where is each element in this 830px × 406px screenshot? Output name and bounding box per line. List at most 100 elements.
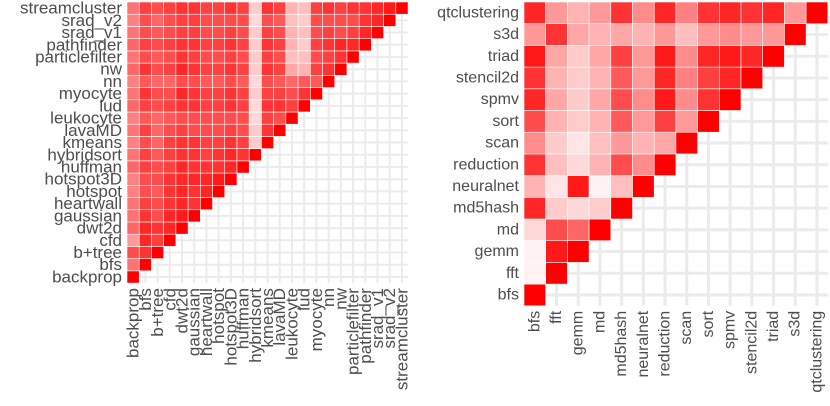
y-tick-label: triad — [488, 48, 519, 65]
y-tick-label: gemm — [475, 243, 519, 260]
x-tick-label: stencil2d — [743, 311, 760, 374]
heatmap-cell — [740, 45, 764, 68]
x-tick-label: srad_v1 — [368, 288, 387, 348]
heatmap-cell — [297, 38, 311, 52]
heatmap-cell — [309, 26, 323, 39]
heatmap-cell — [187, 87, 201, 101]
heatmap-cell — [261, 26, 274, 39]
heatmap-cell — [187, 38, 201, 52]
heatmap-cell — [285, 99, 299, 113]
heatmap-cell — [346, 38, 360, 52]
heatmap-cell — [762, 45, 785, 68]
heatmap-cell — [567, 1, 590, 25]
heatmap-cell — [346, 13, 360, 27]
heatmap-cell — [371, 13, 384, 27]
heatmap-cell — [567, 88, 590, 111]
heatmap-cell — [163, 221, 177, 235]
heatmap-cell — [138, 99, 152, 113]
heatmap-cell — [163, 148, 177, 162]
x-tick-label: pathfinder — [356, 288, 375, 364]
heatmap-cell — [297, 62, 311, 76]
heatmap-cell — [126, 75, 140, 88]
heatmap-left: backpropbfsb+treecfddwt2dgaussianheartwa… — [20, 0, 411, 390]
heatmap-cell — [212, 38, 226, 52]
heatmap-cell — [523, 175, 547, 198]
heatmap-cell — [138, 172, 152, 186]
heatmap-cell — [175, 75, 189, 88]
heatmap-cell — [224, 136, 238, 149]
heatmap-cell — [248, 38, 262, 52]
heatmap-cell — [163, 185, 177, 198]
heatmap-cell — [175, 136, 189, 149]
heatmap-cell — [610, 110, 633, 133]
x-tick-label: dwt2d — [172, 288, 191, 333]
heatmap-cell — [740, 23, 764, 46]
heatmap-cell — [322, 50, 336, 64]
heatmap-cell — [297, 87, 311, 101]
heatmap-cell — [163, 1, 177, 15]
y-tick-label: b+tree — [73, 243, 122, 262]
heatmap-cell — [212, 99, 226, 113]
heatmap-cell — [309, 38, 323, 52]
heatmap-cell — [346, 26, 360, 39]
heatmap-cell — [212, 13, 226, 27]
heatmap-cell — [126, 1, 140, 15]
heatmap-cell — [200, 185, 213, 198]
heatmap-cell — [545, 131, 568, 155]
heatmap-cell — [273, 50, 287, 64]
heatmap-cell — [151, 221, 164, 235]
heatmap-cell — [126, 123, 140, 137]
x-tick-label: leukocyte — [282, 288, 301, 360]
x-tick-label: gemm — [570, 311, 587, 355]
heatmap-cell — [675, 45, 698, 68]
heatmap-cell — [632, 110, 655, 133]
heatmap-cell — [261, 13, 274, 27]
heatmap-cell — [187, 1, 201, 15]
heatmap-right: bfsfftgemmmdmd5hashneuralnetreductionsca… — [437, 1, 829, 393]
heatmap-cell — [523, 88, 547, 111]
heatmap-cell — [567, 66, 590, 90]
heatmap-cell — [224, 26, 238, 39]
heatmap-cell — [151, 87, 164, 101]
heatmap-cell — [248, 50, 262, 64]
heatmap-cell — [718, 23, 742, 46]
heatmap-cell — [273, 123, 287, 137]
heatmap-cell — [224, 13, 238, 27]
x-tick-label: backprop — [124, 288, 143, 358]
heatmap-cell — [762, 23, 785, 46]
heatmap-cell — [697, 45, 720, 68]
heatmap-cell — [371, 26, 384, 39]
x-tick-label: md — [591, 311, 608, 333]
heatmap-cell — [126, 221, 140, 235]
heatmap-cell — [371, 1, 384, 15]
heatmap-cell — [187, 99, 201, 113]
heatmap-cell — [632, 175, 655, 198]
heatmap-cell — [297, 75, 311, 88]
heatmap-cell — [187, 13, 201, 27]
heatmap-cell — [322, 62, 336, 76]
heatmap-cell — [675, 23, 698, 46]
x-tick-label: myocyte — [307, 288, 326, 351]
y-tick-label: backprop — [52, 267, 122, 286]
heatmap-cell — [175, 62, 189, 76]
heatmap-cell — [248, 26, 262, 39]
heatmap-cell — [261, 123, 274, 137]
heatmap-cell — [740, 66, 764, 90]
heatmap-cell — [588, 88, 612, 111]
heatmap-cell — [523, 240, 547, 263]
x-tick-label: cfd — [160, 288, 179, 311]
heatmap-cell — [697, 88, 720, 111]
heatmap-cell — [224, 99, 238, 113]
heatmap-cell — [138, 75, 152, 88]
heatmap-cell — [653, 45, 677, 68]
heatmap-cell — [632, 66, 655, 90]
y-tick-label: hotspot3D — [45, 170, 123, 189]
y-tick-label: kmeans — [62, 133, 122, 152]
y-tick-label: leukocyte — [50, 109, 122, 128]
heatmap-cell — [297, 50, 311, 64]
heatmap-cell — [200, 123, 213, 137]
heatmap-cell — [163, 38, 177, 52]
heatmap-cell — [273, 75, 287, 88]
heatmap-cell — [309, 50, 323, 64]
